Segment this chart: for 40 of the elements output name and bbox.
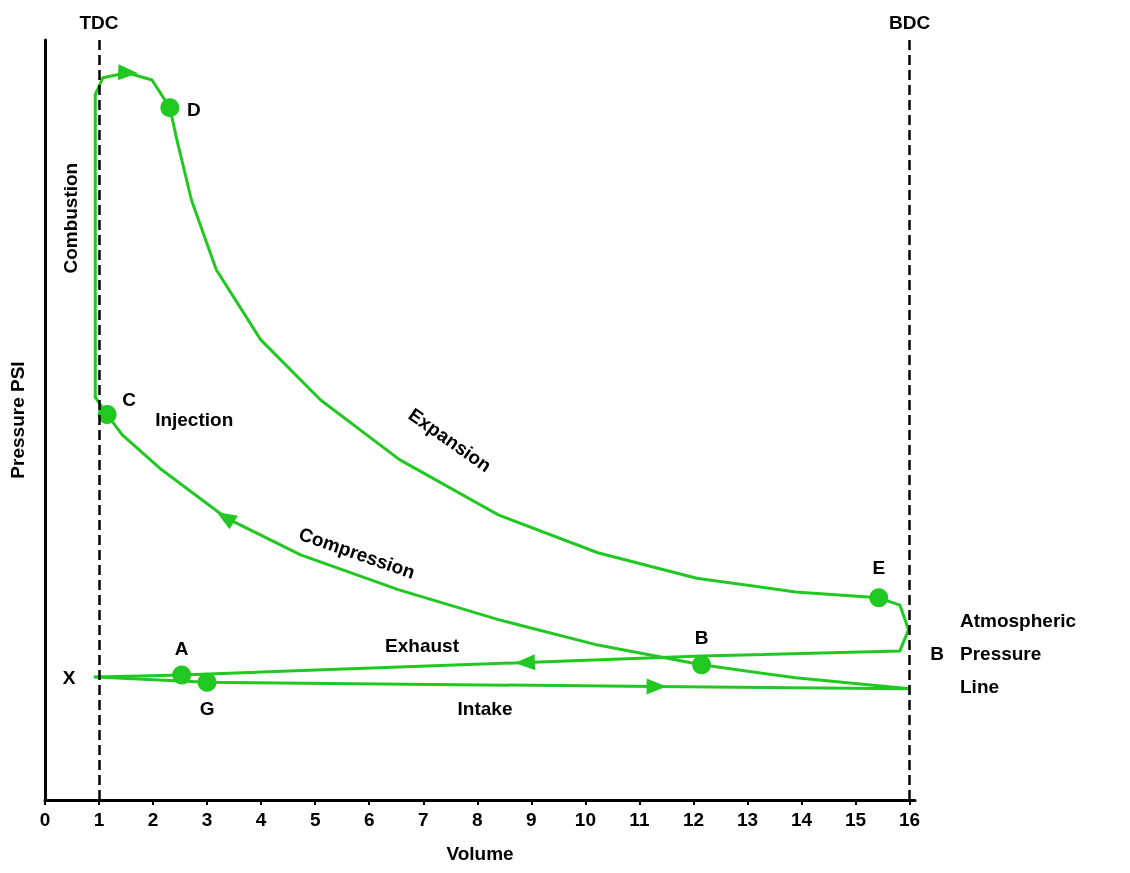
x-tick-label: 0 xyxy=(39,809,51,830)
point xyxy=(692,655,712,675)
x-tick-label: 15 xyxy=(844,809,867,830)
x-tick-label: 10 xyxy=(574,809,596,830)
x-tick-label: 2 xyxy=(147,809,159,830)
point xyxy=(97,405,117,425)
annotation: G xyxy=(199,697,215,719)
annotation: Combustion xyxy=(59,162,81,274)
annotation: A xyxy=(174,638,189,660)
x-tick-label: 13 xyxy=(736,809,759,830)
x-tick-label: 3 xyxy=(201,809,213,830)
x-tick-label: 9 xyxy=(526,809,537,830)
x-tick-label: 14 xyxy=(790,809,813,830)
point xyxy=(197,672,217,692)
text: Atmospheric Pressure Line xyxy=(960,609,1077,697)
annotation: Intake xyxy=(457,697,513,719)
annotation: B xyxy=(694,627,709,649)
annotation: E xyxy=(872,557,886,579)
text: B xyxy=(930,642,944,664)
annotation: C xyxy=(122,389,137,411)
x-tick-label: 16 xyxy=(899,809,921,830)
y-axis-title: Pressure PSI xyxy=(7,361,28,479)
x-tick-label: 11 xyxy=(629,809,650,830)
annotation: Injection xyxy=(155,409,234,431)
point xyxy=(869,588,889,608)
point xyxy=(172,665,192,685)
x-tick-label: 6 xyxy=(363,809,375,830)
x-tick-label: 4 xyxy=(255,809,267,830)
ref-line-label: TDC xyxy=(79,12,119,33)
x-axis-title: Volume xyxy=(446,843,514,864)
annotation: X xyxy=(62,666,76,688)
x-tick-label: 1 xyxy=(93,809,105,830)
x-tick-label: 7 xyxy=(417,809,429,830)
x-tick-label: 5 xyxy=(309,809,321,830)
point xyxy=(160,98,180,118)
annotation: D xyxy=(186,99,201,121)
annotation: Exhaust xyxy=(385,634,460,656)
ref-line-label: BDC xyxy=(889,12,931,33)
x-tick-label: 12 xyxy=(682,809,705,830)
x-tick-label: 8 xyxy=(472,809,483,830)
